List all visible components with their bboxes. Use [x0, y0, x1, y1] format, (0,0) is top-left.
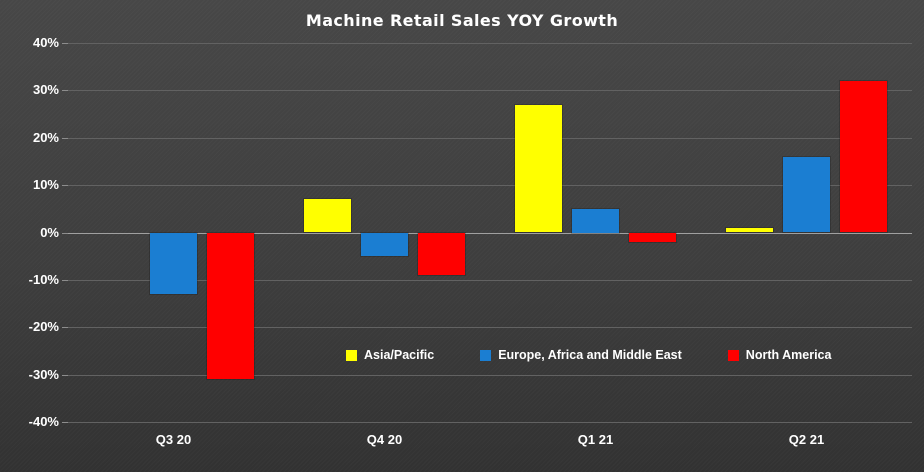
bar-north-america — [418, 232, 465, 276]
y-axis-tick — [62, 43, 68, 44]
legend-swatch-icon — [727, 349, 739, 361]
gridline — [68, 90, 912, 92]
bar-slot — [629, 43, 676, 422]
x-axis-label: Q3 20 — [155, 432, 192, 447]
y-axis-tick — [62, 185, 68, 187]
bar-europe-africa-and-middle-east — [361, 232, 408, 257]
bar-group — [701, 43, 912, 422]
gridline — [68, 43, 912, 44]
chart-title: Machine Retail Sales YOY Growth — [305, 11, 619, 30]
bar-slot — [572, 43, 619, 422]
gridline — [68, 137, 912, 139]
y-tick-label: -40% — [28, 414, 59, 429]
bar-slot — [207, 43, 254, 422]
legend: Asia/Pacific Europe, Africa and Middle Ea… — [346, 348, 831, 362]
x-axis-label: Q2 21 — [788, 432, 825, 447]
x-axis-labels: Q3 20 Q4 20 Q1 21 Q2 21 — [68, 432, 912, 447]
bar-asia-pacific — [726, 227, 773, 233]
y-tick-label: -30% — [28, 366, 59, 382]
bar-europe-africa-and-middle-east — [572, 208, 619, 233]
y-axis-tick — [62, 327, 68, 329]
legend-item: North America — [727, 348, 832, 362]
legend-item: Asia/Pacific — [346, 348, 434, 362]
gridline — [68, 185, 912, 187]
bar-europe-africa-and-middle-east — [783, 156, 830, 233]
y-axis-tick — [62, 422, 68, 423]
bar-north-america — [840, 80, 887, 233]
bar-slot — [304, 43, 351, 422]
y-tick-label: 30% — [32, 82, 59, 98]
zero-gridline — [68, 232, 912, 234]
legend-label: North America — [745, 348, 832, 362]
bar-slot — [150, 43, 197, 422]
gridline — [68, 374, 912, 376]
x-axis-label: Q4 20 — [366, 432, 403, 447]
bar-slot — [361, 43, 408, 422]
y-axis-tick — [62, 279, 68, 281]
bar-slot — [93, 43, 140, 422]
bar-asia-pacific — [304, 199, 351, 233]
bar-north-america — [629, 232, 676, 242]
bar-slot — [840, 43, 887, 422]
y-axis-tick — [62, 137, 68, 139]
bar-group — [490, 43, 701, 422]
y-tick-label: 20% — [32, 129, 59, 145]
y-tick-label: 0% — [40, 224, 59, 240]
legend-label: Europe, Africa and Middle East — [498, 348, 682, 362]
y-tick-label: -20% — [28, 319, 59, 335]
gridline — [68, 279, 912, 281]
gridline — [68, 422, 912, 423]
y-axis-tick — [62, 374, 68, 376]
legend-swatch-icon — [480, 349, 492, 361]
bar-group — [279, 43, 490, 422]
y-tick-label: -10% — [28, 271, 59, 287]
bar-group — [68, 43, 279, 422]
y-axis-tick — [62, 232, 68, 234]
y-tick-label: 10% — [32, 177, 59, 193]
bar-slot — [515, 43, 562, 422]
bar-north-america — [207, 232, 254, 380]
plot-area: 40% 30% 20% 10% 0% -10% -20% -30% -40% — [29, 35, 912, 429]
bar-slot — [726, 43, 773, 422]
bar-europe-africa-and-middle-east — [150, 232, 197, 295]
y-axis-tick — [62, 90, 68, 92]
gridline — [68, 327, 912, 329]
y-tick-label: 40% — [32, 35, 59, 50]
bar-slot — [783, 43, 830, 422]
legend-swatch-icon — [346, 349, 357, 361]
bar-slot — [418, 43, 465, 422]
legend-label: Asia/Pacific — [364, 348, 435, 362]
bar-asia-pacific — [515, 104, 562, 233]
x-axis-label: Q1 21 — [577, 432, 614, 447]
legend-item: Europe, Africa and Middle East — [480, 348, 682, 362]
